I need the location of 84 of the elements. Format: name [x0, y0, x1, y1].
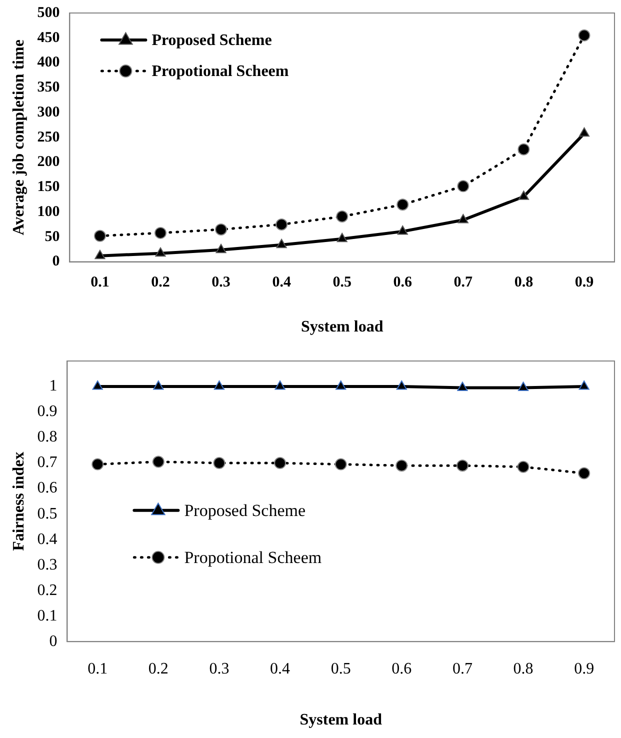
y-axis-title: Average job completion time [10, 40, 28, 236]
point [578, 380, 590, 390]
x-tick-label: 0.1 [88, 660, 108, 678]
point [457, 180, 470, 192]
point [578, 127, 590, 137]
point [94, 250, 106, 260]
point [214, 380, 224, 390]
point [274, 457, 286, 470]
point [274, 380, 286, 390]
x-axis-title: System load [300, 318, 384, 336]
x-tick-label: 0.3 [212, 274, 230, 291]
y-tick-label: 0 [52, 254, 60, 270]
point [578, 467, 590, 480]
y-tick-label: 0.2 [37, 582, 58, 599]
x-tick-label: 0.4 [272, 274, 292, 291]
x-tick-label: 0.8 [513, 660, 534, 678]
y-tick-label: 200 [37, 154, 60, 170]
y-tick-label: 1 [49, 378, 58, 395]
point [153, 380, 164, 390]
point [396, 460, 408, 472]
x-tick-label: 0.9 [574, 660, 594, 678]
x-tick-label: 0.7 [454, 274, 474, 291]
point [517, 460, 530, 473]
y-tick-label: 0.4 [37, 530, 58, 548]
y-tick-label: 500 [37, 4, 60, 21]
x-tick-label: 0.4 [270, 660, 290, 678]
x-tick-label: 0.2 [148, 660, 168, 678]
y-tick-label: 300 [37, 104, 60, 120]
point [518, 143, 530, 156]
point [396, 380, 407, 390]
point [216, 244, 226, 254]
point [94, 230, 106, 242]
point [154, 226, 166, 239]
point [276, 238, 287, 248]
x-tick-label: 0.6 [392, 660, 412, 678]
x-axis-title: System load [300, 712, 382, 729]
y-tick-label: 150 [37, 179, 60, 196]
x-tick-label: 0.5 [332, 274, 352, 291]
point [336, 210, 348, 223]
y-tick-label: 350 [37, 80, 60, 96]
x-tick-label: 0.1 [90, 274, 110, 291]
point [276, 218, 288, 230]
y-tick-label: 0.1 [37, 607, 58, 624]
point [518, 190, 529, 200]
point [215, 223, 228, 236]
point [457, 382, 468, 392]
y-tick-label: 250 [37, 129, 60, 146]
point [152, 456, 164, 468]
point [456, 460, 468, 472]
y-tick-label: 0.9 [37, 403, 58, 420]
y-tick-label: 0.3 [37, 556, 58, 574]
legend-label: Proposed Scheme [152, 32, 272, 50]
point [155, 247, 166, 257]
point [578, 29, 590, 42]
y-tick-label: 0.7 [37, 454, 58, 472]
point [336, 380, 346, 390]
point [334, 458, 347, 470]
y-tick-label: 0.6 [37, 480, 58, 497]
x-tick-label: 0.5 [330, 660, 351, 678]
x-tick-label: 0.9 [574, 274, 594, 291]
legend-label: Proposed Scheme [184, 500, 306, 520]
y-tick-label: 400 [37, 54, 60, 71]
point [92, 380, 103, 390]
y-tick-label: 100 [37, 204, 60, 220]
x-tick-label: 0.2 [151, 274, 170, 291]
legend-label: Propotional Scheem [152, 63, 290, 80]
point [336, 232, 348, 242]
point [397, 225, 408, 235]
y-tick-label: 50 [44, 228, 60, 245]
x-tick-label: 0.3 [209, 660, 230, 678]
point [213, 457, 226, 470]
x-tick-label: 0.7 [452, 660, 472, 678]
y-axis-title: Fairness index [10, 452, 28, 551]
point [92, 458, 104, 470]
legend-label: Propotional Scheem [184, 548, 322, 567]
y-tick-label: 0.8 [37, 428, 58, 446]
y-tick-label: 0 [49, 632, 58, 650]
y-tick-label: 0.5 [37, 505, 58, 522]
point [458, 214, 468, 224]
x-tick-label: 0.8 [514, 274, 534, 291]
point [396, 198, 409, 211]
point [518, 382, 529, 392]
y-tick-label: 450 [37, 30, 60, 46]
x-tick-label: 0.6 [393, 274, 413, 291]
